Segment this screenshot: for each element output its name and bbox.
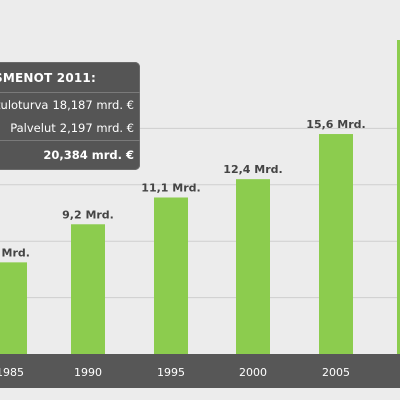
bar-1995: [154, 197, 188, 354]
tooltip-row-value: 2,197 mrd. €: [59, 121, 134, 135]
x-tick-label: 2000: [239, 366, 267, 379]
x-axis-band: [0, 354, 400, 388]
tooltip-row-label: Palvelut: [10, 121, 56, 135]
x-tick-label: 1985: [0, 366, 24, 379]
tooltip-row-palvelut: Palvelut 2,197 mrd. €: [10, 121, 134, 135]
bar-value-label: 9,2 Mrd.: [62, 208, 114, 221]
tooltip-divider: [0, 140, 140, 141]
bar-value-label: 5 Mrd.: [0, 246, 30, 259]
spending-tooltip: SMENOT 2011: tuloturva 18,187 mrd. € Palv…: [0, 62, 140, 170]
bars: 5 Mrd. 9,2 Mrd. 11,1 Mrd. 12,4 Mrd. 15,6 Mrd…: [0, 118, 366, 354]
tooltip-divider: [0, 92, 140, 93]
bar-value-label: 12,4 Mrd.: [223, 163, 282, 176]
bar-1985: [0, 262, 27, 354]
tooltip-row-value: 18,187 mrd. €: [52, 98, 134, 112]
tooltip-total: 20,384 mrd. €: [43, 148, 134, 162]
x-tick-label: 1990: [74, 366, 102, 379]
bar-value-label: 15,6 Mrd.: [306, 118, 365, 131]
tooltip-row-tuloturva: tuloturva 18,187 mrd. €: [0, 98, 134, 112]
right-bar-partial: [397, 40, 400, 354]
x-tick-label: 2005: [322, 366, 350, 379]
tooltip-row-label: tuloturva: [0, 98, 49, 112]
bar-2005: [319, 134, 353, 354]
x-tick-labels: 1985 1990 1995 2000 2005: [0, 366, 350, 379]
bar-value-label: 11,1 Mrd.: [141, 181, 200, 194]
tooltip-title: SMENOT 2011:: [0, 71, 96, 85]
bar-2000: [236, 179, 270, 354]
x-tick-label: 1995: [157, 366, 185, 379]
bar-1990: [71, 224, 105, 354]
